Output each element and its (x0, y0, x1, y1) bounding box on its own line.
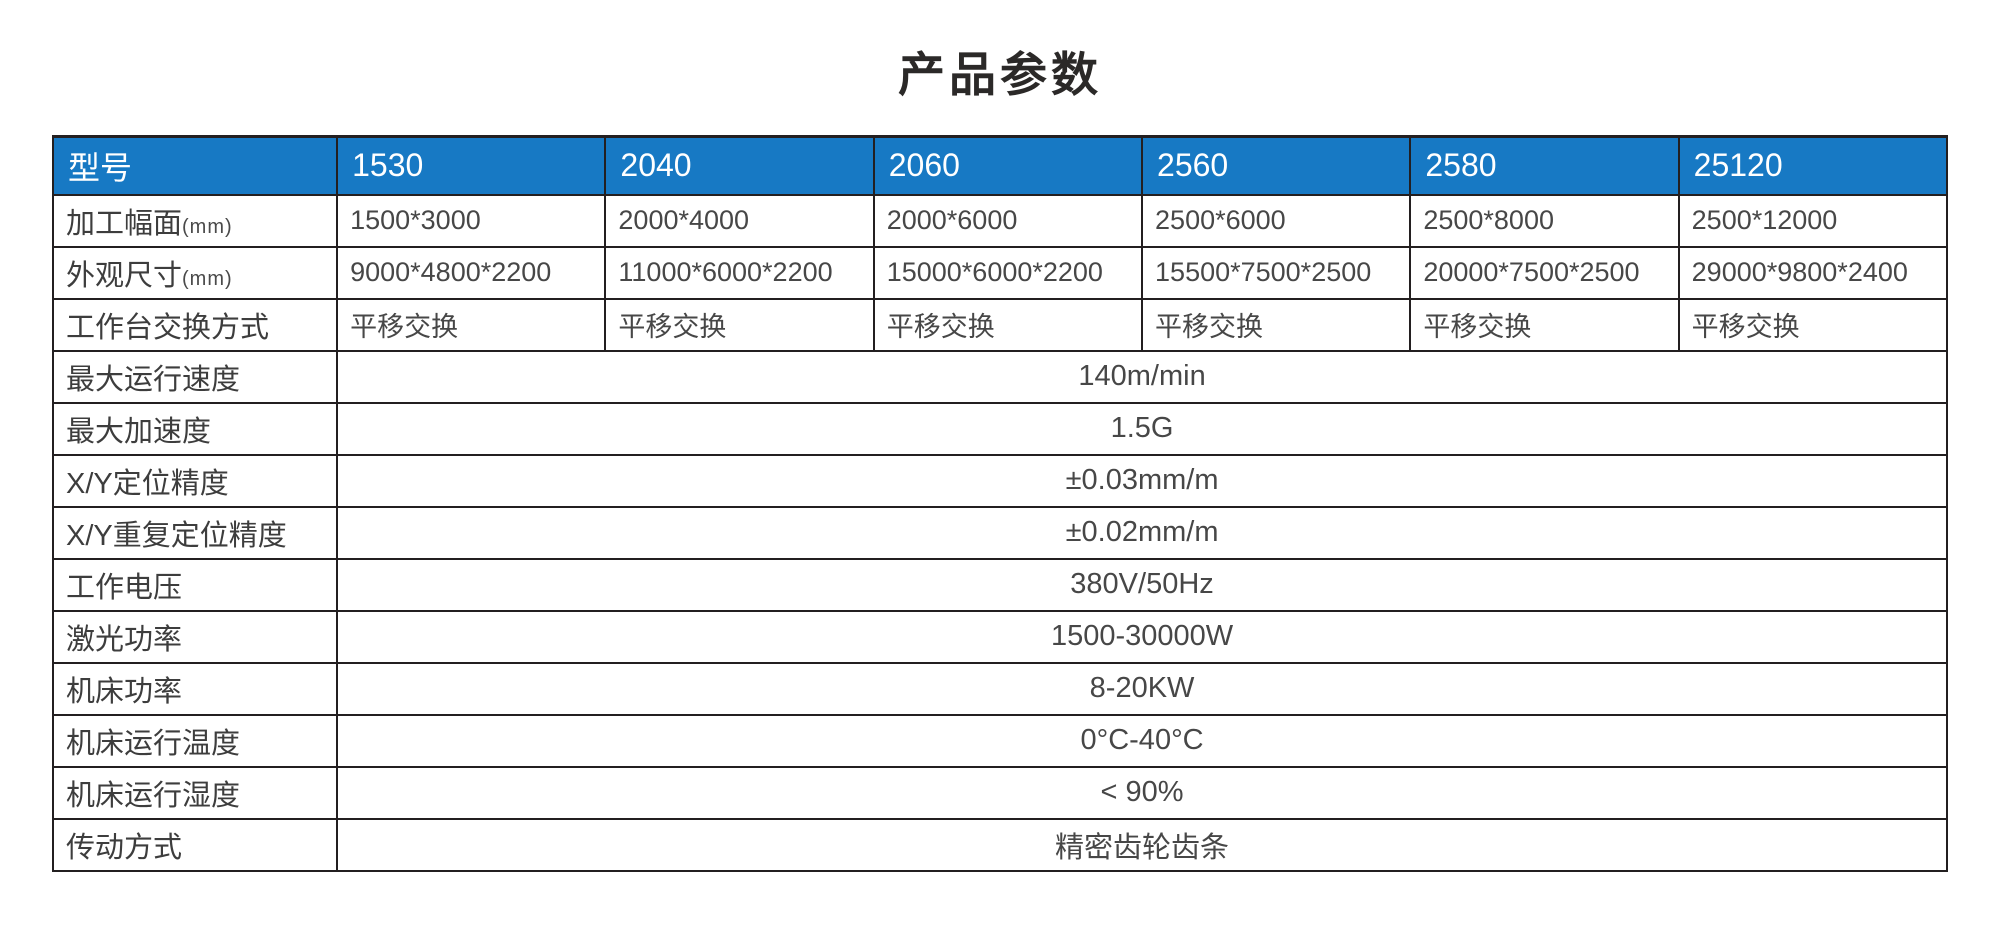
row-label-machine-power: 机床功率 (51, 661, 339, 716)
row-label-max-acceleration: 最大加速度 (51, 401, 339, 456)
cell-value: 2500*6000 (1141, 193, 1412, 248)
row-label-text: 加工幅面 (66, 207, 183, 240)
cell-value: 15000*6000*2200 (872, 245, 1144, 300)
cell-value-span: 0°C-40°C (336, 713, 1948, 768)
cell-value: 平移交换 (604, 297, 875, 352)
header-cell-2040: 2040 (604, 135, 875, 196)
cell-value: 平移交换 (872, 297, 1144, 352)
cell-value: 29000*9800*2400 (1677, 245, 1949, 300)
row-label-xy-repeat-accuracy: X/Y重复定位精度 (51, 505, 339, 560)
cell-value-span: 140m/min (336, 349, 1948, 404)
header-cell-model: 型号 (51, 135, 339, 196)
table-row-dimensions: 外观尺寸(mm) 9000*4800*2200 11000*6000*2200 … (51, 245, 1949, 300)
cell-value-span: ±0.02mm/m (336, 505, 1948, 560)
table-row-max-acceleration: 最大加速度 1.5G (51, 401, 1948, 456)
cell-value: 20000*7500*2500 (1409, 245, 1680, 300)
row-label-working-voltage: 工作电压 (51, 557, 339, 612)
cell-value: 2000*6000 (872, 193, 1144, 248)
table-row-laser-power: 激光功率 1500-30000W (51, 609, 1948, 664)
header-cell-25120: 25120 (1677, 135, 1949, 196)
row-label-unit: (mm) (182, 215, 233, 238)
cell-value: 2500*12000 (1677, 193, 1949, 248)
row-label-dimensions: 外观尺寸(mm) (51, 245, 339, 300)
row-label-table-exchange: 工作台交换方式 (51, 297, 339, 352)
table-row-table-exchange: 工作台交换方式 平移交换 平移交换 平移交换 平移交换 平移交换 平移交换 (51, 297, 1949, 352)
table-row-operating-temperature: 机床运行温度 0°C-40°C (51, 713, 1948, 768)
table-row-xy-positioning-accuracy: X/Y定位精度 ±0.03mm/m (51, 453, 1948, 508)
row-label-laser-power: 激光功率 (51, 609, 339, 664)
table-row-max-speed: 最大运行速度 140m/min (51, 349, 1948, 404)
cell-value-span: 380V/50Hz (336, 557, 1948, 612)
row-label-unit: (mm) (182, 267, 233, 290)
cell-value: 9000*4800*2200 (336, 245, 607, 300)
row-label-text: 外观尺寸 (66, 259, 183, 292)
table-header-row: 型号 1530 2040 2060 2560 2580 25120 (51, 135, 1949, 196)
cell-value-span: < 90% (336, 765, 1948, 820)
header-cell-2560: 2560 (1141, 135, 1412, 196)
cell-value: 平移交换 (1141, 297, 1412, 352)
row-label-work-area: 加工幅面(mm) (51, 193, 339, 248)
header-cell-2060: 2060 (872, 135, 1144, 196)
row-label-max-speed: 最大运行速度 (51, 349, 339, 404)
table-row-work-area: 加工幅面(mm) 1500*3000 2000*4000 2000*6000 2… (51, 193, 1949, 248)
cell-value-span: 精密齿轮齿条 (336, 817, 1948, 872)
cell-value-span: 8-20KW (336, 661, 1948, 716)
header-cell-1530: 1530 (336, 135, 607, 196)
row-label-operating-temperature: 机床运行温度 (51, 713, 339, 768)
cell-value: 2500*8000 (1409, 193, 1680, 248)
cell-value-span: ±0.03mm/m (336, 453, 1948, 508)
cell-value-span: 1.5G (336, 401, 1948, 456)
table-row-transmission: 传动方式 精密齿轮齿条 (51, 817, 1948, 872)
row-label-transmission: 传动方式 (51, 817, 339, 872)
row-label-text: 工作台交换方式 (66, 311, 270, 344)
product-spec-table: 型号 1530 2040 2060 2560 2580 25120 加工幅面(m… (51, 135, 1949, 872)
header-cell-2580: 2580 (1409, 135, 1680, 196)
page-title: 产品参数 (898, 48, 1102, 101)
cell-value: 11000*6000*2200 (604, 245, 875, 300)
table-row-xy-repeat-accuracy: X/Y重复定位精度 ±0.02mm/m (51, 505, 1948, 560)
table-row-machine-power: 机床功率 8-20KW (51, 661, 1948, 716)
cell-value-span: 1500-30000W (336, 609, 1948, 664)
row-label-xy-positioning-accuracy: X/Y定位精度 (51, 453, 339, 508)
cell-value: 平移交换 (336, 297, 607, 352)
cell-value: 平移交换 (1677, 297, 1949, 352)
cell-value: 1500*3000 (336, 193, 607, 248)
cell-value: 平移交换 (1409, 297, 1680, 352)
row-label-operating-humidity: 机床运行湿度 (51, 765, 339, 820)
table-row-working-voltage: 工作电压 380V/50Hz (51, 557, 1948, 612)
table-row-operating-humidity: 机床运行湿度 < 90% (51, 765, 1948, 820)
cell-value: 2000*4000 (604, 193, 875, 248)
cell-value: 15500*7500*2500 (1141, 245, 1412, 300)
